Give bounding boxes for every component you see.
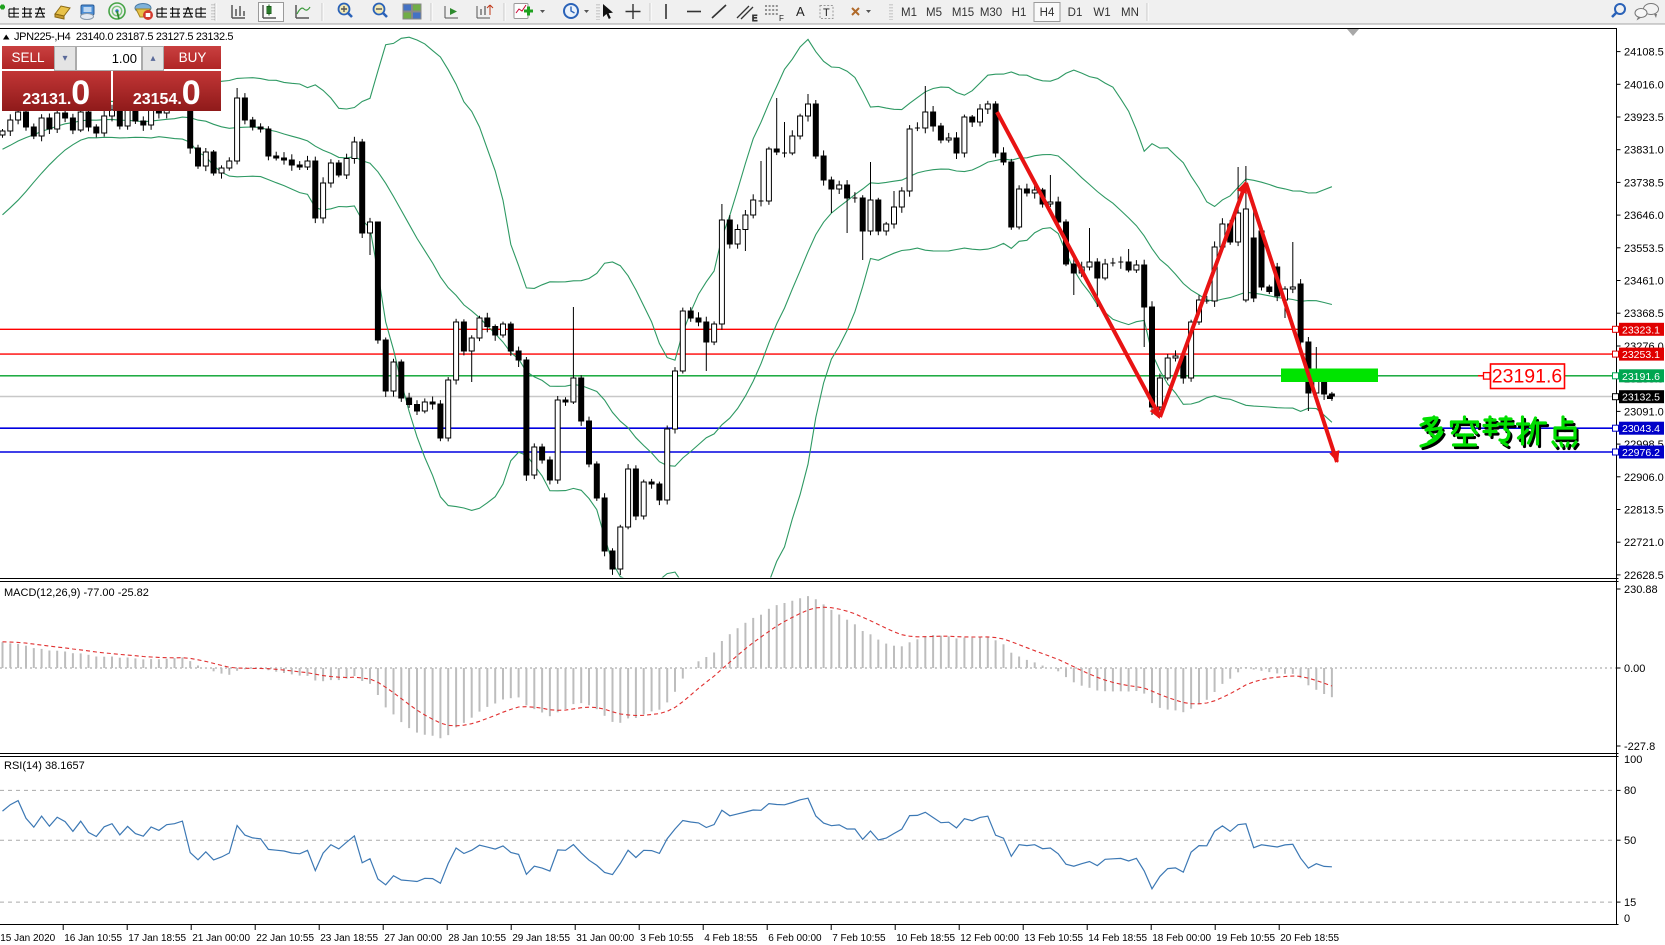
svg-text:80: 80 — [1624, 785, 1636, 797]
svg-text:H4: H4 — [1040, 7, 1055, 19]
svg-text:23923.5: 23923.5 — [1624, 112, 1664, 124]
svg-text:T: T — [823, 7, 830, 19]
svg-text:22628.5: 22628.5 — [1624, 570, 1664, 582]
svg-text:JPN225-,H4 23140.0 23187.5 23: JPN225-,H4 23140.0 23187.5 23127.5 23132… — [14, 31, 233, 43]
svg-text:D1: D1 — [1068, 7, 1083, 19]
svg-text:23461.0: 23461.0 — [1624, 276, 1664, 288]
svg-text:22976.2: 22976.2 — [1622, 447, 1660, 459]
svg-text:-227.8: -227.8 — [1624, 741, 1655, 753]
svg-text:M15: M15 — [952, 7, 974, 19]
svg-text:23368.5: 23368.5 — [1624, 308, 1664, 320]
svg-text:H1: H1 — [1012, 7, 1027, 19]
svg-text:23043.4: 23043.4 — [1622, 423, 1660, 435]
svg-text:29 Jan 18:55: 29 Jan 18:55 — [512, 933, 570, 944]
svg-text:7 Feb 10:55: 7 Feb 10:55 — [832, 933, 886, 944]
svg-text:20 Feb 18:55: 20 Feb 18:55 — [1280, 933, 1339, 944]
svg-text:23646.0: 23646.0 — [1624, 210, 1664, 222]
svg-text:100: 100 — [1624, 754, 1642, 766]
svg-text:24108.5: 24108.5 — [1624, 47, 1664, 59]
svg-text:13 Feb 10:55: 13 Feb 10:55 — [1024, 933, 1083, 944]
svg-text:M5: M5 — [926, 7, 942, 19]
svg-text:23553.5: 23553.5 — [1624, 243, 1664, 255]
svg-text:31 Jan 00:00: 31 Jan 00:00 — [576, 933, 634, 944]
svg-text:12 Feb 00:00: 12 Feb 00:00 — [960, 933, 1019, 944]
svg-text:22813.5: 22813.5 — [1624, 505, 1664, 517]
svg-text:23191.6: 23191.6 — [1622, 371, 1660, 383]
svg-text:22906.0: 22906.0 — [1624, 472, 1664, 484]
svg-text:23091.0: 23091.0 — [1624, 406, 1664, 418]
svg-text:14 Feb 18:55: 14 Feb 18:55 — [1088, 933, 1147, 944]
svg-text:RSI(14) 38.1657: RSI(14) 38.1657 — [4, 760, 85, 772]
svg-text:230.88: 230.88 — [1624, 584, 1658, 596]
svg-text:MACD(12,26,9) -77.00 -25.82: MACD(12,26,9) -77.00 -25.82 — [4, 587, 149, 599]
svg-text:23831.0: 23831.0 — [1624, 145, 1664, 157]
svg-text:E: E — [752, 14, 757, 23]
svg-text:19 Feb 10:55: 19 Feb 10:55 — [1216, 933, 1275, 944]
svg-text:23738.5: 23738.5 — [1624, 177, 1664, 189]
svg-text:10 Feb 18:55: 10 Feb 18:55 — [896, 933, 955, 944]
svg-text:16 Jan 10:55: 16 Jan 10:55 — [64, 933, 122, 944]
svg-text:23 Jan 18:55: 23 Jan 18:55 — [320, 933, 378, 944]
svg-text:22 Jan 10:55: 22 Jan 10:55 — [256, 933, 314, 944]
svg-text:M30: M30 — [980, 7, 1002, 19]
svg-text:6 Feb 00:00: 6 Feb 00:00 — [768, 933, 822, 944]
svg-text:3 Feb 10:55: 3 Feb 10:55 — [640, 933, 694, 944]
svg-text:15 Jan 2020: 15 Jan 2020 — [0, 933, 55, 944]
svg-text:W1: W1 — [1093, 7, 1110, 19]
svg-text:A: A — [796, 4, 805, 19]
svg-text:M1: M1 — [901, 7, 917, 19]
svg-text:18 Feb 00:00: 18 Feb 00:00 — [1152, 933, 1211, 944]
svg-text:17 Jan 18:55: 17 Jan 18:55 — [128, 933, 186, 944]
svg-text:15: 15 — [1624, 897, 1636, 909]
svg-text:23323.1: 23323.1 — [1622, 324, 1660, 336]
svg-text:23191.6: 23191.6 — [1492, 366, 1563, 388]
svg-text:MN: MN — [1121, 7, 1139, 19]
svg-text:23132.5: 23132.5 — [1622, 392, 1660, 404]
svg-text:28 Jan 10:55: 28 Jan 10:55 — [448, 933, 506, 944]
svg-text:50: 50 — [1624, 835, 1636, 847]
svg-text:F: F — [779, 14, 784, 23]
svg-text:0: 0 — [1624, 913, 1630, 925]
svg-text:21 Jan 00:00: 21 Jan 00:00 — [192, 933, 250, 944]
svg-text:23253.1: 23253.1 — [1622, 349, 1660, 361]
svg-text:4 Feb 18:55: 4 Feb 18:55 — [704, 933, 758, 944]
svg-text:0.00: 0.00 — [1624, 663, 1645, 675]
svg-text:22721.0: 22721.0 — [1624, 537, 1664, 549]
svg-text:27 Jan 00:00: 27 Jan 00:00 — [384, 933, 442, 944]
svg-text:24016.0: 24016.0 — [1624, 79, 1664, 91]
